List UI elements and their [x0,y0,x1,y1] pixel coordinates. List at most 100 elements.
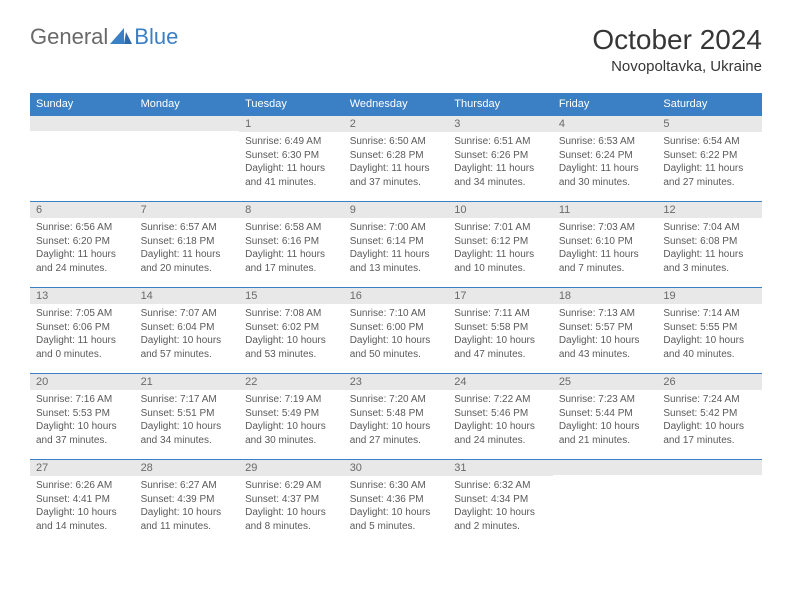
calendar-cell [657,459,762,545]
day-number [30,115,135,131]
sunset-text: Sunset: 5:44 PM [559,407,652,421]
daylight-text: Daylight: 11 hours and 7 minutes. [559,248,652,275]
sunset-text: Sunset: 6:28 PM [350,149,443,163]
day-number: 7 [135,201,240,218]
day-number: 23 [344,373,449,390]
day-content: Sunrise: 7:24 AMSunset: 5:42 PMDaylight:… [657,390,762,449]
day-content: Sunrise: 6:27 AMSunset: 4:39 PMDaylight:… [135,476,240,535]
daylight-text: Daylight: 10 hours and 21 minutes. [559,420,652,447]
sunset-text: Sunset: 5:53 PM [36,407,129,421]
calendar-cell: 21Sunrise: 7:17 AMSunset: 5:51 PMDayligh… [135,373,240,459]
calendar-cell: 27Sunrise: 6:26 AMSunset: 4:41 PMDayligh… [30,459,135,545]
day-number: 20 [30,373,135,390]
calendar-cell: 13Sunrise: 7:05 AMSunset: 6:06 PMDayligh… [30,287,135,373]
calendar-row: 27Sunrise: 6:26 AMSunset: 4:41 PMDayligh… [30,459,762,545]
day-number: 31 [448,459,553,476]
sunrise-text: Sunrise: 7:20 AM [350,393,443,407]
sunrise-text: Sunrise: 6:27 AM [141,479,234,493]
day-number: 14 [135,287,240,304]
daylight-text: Daylight: 11 hours and 10 minutes. [454,248,547,275]
sunset-text: Sunset: 6:10 PM [559,235,652,249]
daylight-text: Daylight: 10 hours and 47 minutes. [454,334,547,361]
day-content: Sunrise: 7:08 AMSunset: 6:02 PMDaylight:… [239,304,344,363]
logo-text-general: General [30,24,108,50]
calendar-cell: 14Sunrise: 7:07 AMSunset: 6:04 PMDayligh… [135,287,240,373]
day-content: Sunrise: 6:56 AMSunset: 6:20 PMDaylight:… [30,218,135,277]
sunset-text: Sunset: 6:00 PM [350,321,443,335]
sunrise-text: Sunrise: 7:03 AM [559,221,652,235]
daylight-text: Daylight: 11 hours and 13 minutes. [350,248,443,275]
sunset-text: Sunset: 4:39 PM [141,493,234,507]
day-number: 22 [239,373,344,390]
day-number: 29 [239,459,344,476]
sunrise-text: Sunrise: 6:53 AM [559,135,652,149]
day-number: 6 [30,201,135,218]
sunset-text: Sunset: 6:20 PM [36,235,129,249]
daylight-text: Daylight: 11 hours and 37 minutes. [350,162,443,189]
day-content: Sunrise: 6:26 AMSunset: 4:41 PMDaylight:… [30,476,135,535]
day-content: Sunrise: 6:50 AMSunset: 6:28 PMDaylight:… [344,132,449,191]
daylight-text: Daylight: 10 hours and 2 minutes. [454,506,547,533]
calendar-cell: 31 Sunrise: 6:32 AMSunset: 4:34 PMDayligh… [448,459,553,545]
sunrise-text: Sunrise: 7:00 AM [350,221,443,235]
calendar-cell: 7Sunrise: 6:57 AMSunset: 6:18 PMDaylight… [135,201,240,287]
sunrise-text: Sunrise: 7:16 AM [36,393,129,407]
calendar-cell: 12Sunrise: 7:04 AMSunset: 6:08 PMDayligh… [657,201,762,287]
sunset-text: Sunset: 6:24 PM [559,149,652,163]
calendar-cell: 22Sunrise: 7:19 AMSunset: 5:49 PMDayligh… [239,373,344,459]
daylight-text: Daylight: 11 hours and 24 minutes. [36,248,129,275]
day-number: 9 [344,201,449,218]
calendar-cell: 10Sunrise: 7:01 AMSunset: 6:12 PMDayligh… [448,201,553,287]
sunset-text: Sunset: 5:48 PM [350,407,443,421]
sunset-text: Sunset: 6:02 PM [245,321,338,335]
day-number: 17 [448,287,553,304]
sunset-text: Sunset: 4:34 PM [454,493,547,507]
sunset-text: Sunset: 5:42 PM [663,407,756,421]
calendar-cell: 29Sunrise: 6:29 AMSunset: 4:37 PMDayligh… [239,459,344,545]
day-content: Sunrise: 7:23 AMSunset: 5:44 PMDaylight:… [553,390,658,449]
day-number: 3 [448,115,553,132]
location: Novopoltavka, Ukraine [592,58,762,75]
day-number: 11 [553,201,658,218]
sunset-text: Sunset: 6:22 PM [663,149,756,163]
day-content: Sunrise: 7:13 AMSunset: 5:57 PMDaylight:… [553,304,658,363]
calendar-cell: 8Sunrise: 6:58 AMSunset: 6:16 PMDaylight… [239,201,344,287]
calendar-cell: 30Sunrise: 6:30 AMSunset: 4:36 PMDayligh… [344,459,449,545]
sunrise-text: Sunrise: 6:50 AM [350,135,443,149]
day-number: 10 [448,201,553,218]
sunset-text: Sunset: 5:51 PM [141,407,234,421]
weekday-header: Monday [135,93,240,115]
day-content: Sunrise: 6:58 AMSunset: 6:16 PMDaylight:… [239,218,344,277]
sunrise-text: Sunrise: 7:22 AM [454,393,547,407]
day-number: 13 [30,287,135,304]
calendar-cell: 6Sunrise: 6:56 AMSunset: 6:20 PMDaylight… [30,201,135,287]
calendar-cell [30,115,135,201]
calendar-cell: 2Sunrise: 6:50 AMSunset: 6:28 PMDaylight… [344,115,449,201]
calendar-cell: 1Sunrise: 6:49 AMSunset: 6:30 PMDaylight… [239,115,344,201]
day-content: Sunrise: 6:57 AMSunset: 6:18 PMDaylight:… [135,218,240,277]
day-number [657,459,762,475]
day-content: Sunrise: 7:19 AMSunset: 5:49 PMDaylight:… [239,390,344,449]
day-content: Sunrise: 6:49 AMSunset: 6:30 PMDaylight:… [239,132,344,191]
sunrise-text: Sunrise: 6:32 AM [454,479,547,493]
sunrise-text: Sunrise: 6:49 AM [245,135,338,149]
day-content: Sunrise: 7:03 AMSunset: 6:10 PMDaylight:… [553,218,658,277]
weekday-header: Sunday [30,93,135,115]
day-number: 27 [30,459,135,476]
sunset-text: Sunset: 5:49 PM [245,407,338,421]
day-content: Sunrise: 7:22 AMSunset: 5:46 PMDaylight:… [448,390,553,449]
day-number [553,459,658,475]
calendar-cell: 18Sunrise: 7:13 AMSunset: 5:57 PMDayligh… [553,287,658,373]
calendar: Sunday Monday Tuesday Wednesday Thursday… [30,93,762,545]
sunrise-text: Sunrise: 7:17 AM [141,393,234,407]
sunset-text: Sunset: 5:57 PM [559,321,652,335]
day-content: Sunrise: 6:51 AMSunset: 6:26 PMDaylight:… [448,132,553,191]
day-number: 12 [657,201,762,218]
calendar-cell: 17Sunrise: 7:11 AMSunset: 5:58 PMDayligh… [448,287,553,373]
calendar-row: 1Sunrise: 6:49 AMSunset: 6:30 PMDaylight… [30,115,762,201]
calendar-cell: 16Sunrise: 7:10 AMSunset: 6:00 PMDayligh… [344,287,449,373]
title-block: October 2024 Novopoltavka, Ukraine [592,24,762,75]
sunset-text: Sunset: 6:30 PM [245,149,338,163]
day-content: Sunrise: 7:11 AMSunset: 5:58 PMDaylight:… [448,304,553,363]
day-number: 25 [553,373,658,390]
